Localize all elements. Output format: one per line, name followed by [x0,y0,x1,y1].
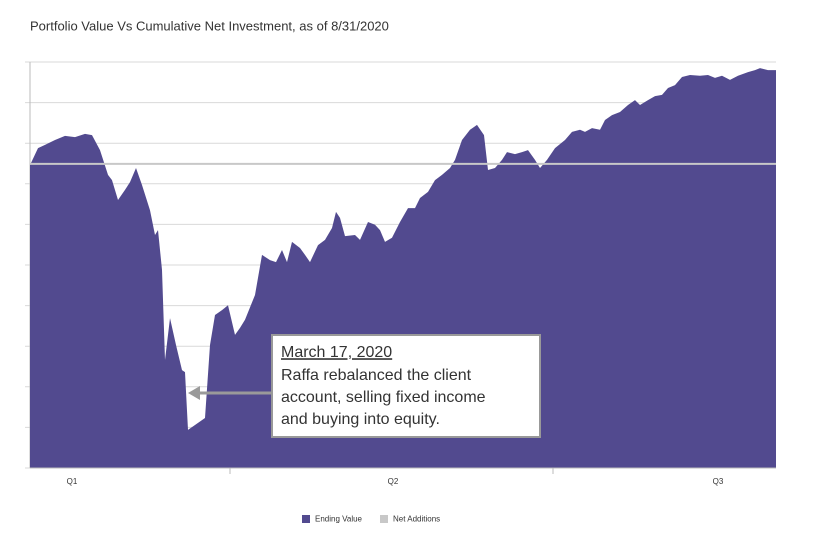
legend-swatch [302,515,310,523]
annotation-line: and buying into equity. [281,411,440,428]
x-tick-label: Q3 [713,477,724,486]
area [30,68,776,468]
annotation-box [271,334,541,438]
legend-label: Net Additions [393,515,440,524]
legend-label: Ending Value [315,515,363,524]
annotation-line: account, selling fixed income [281,389,486,406]
x-tick-label: Q1 [67,477,78,486]
annotation-arrowhead [188,386,200,400]
legend-swatch [380,515,388,523]
annotation-title: March 17, 2020 [281,344,392,361]
chart-title: Portfolio Value Vs Cumulative Net Invest… [30,18,389,33]
x-tick-label: Q2 [388,477,399,486]
annotation-line: Raffa rebalanced the client [281,367,472,384]
